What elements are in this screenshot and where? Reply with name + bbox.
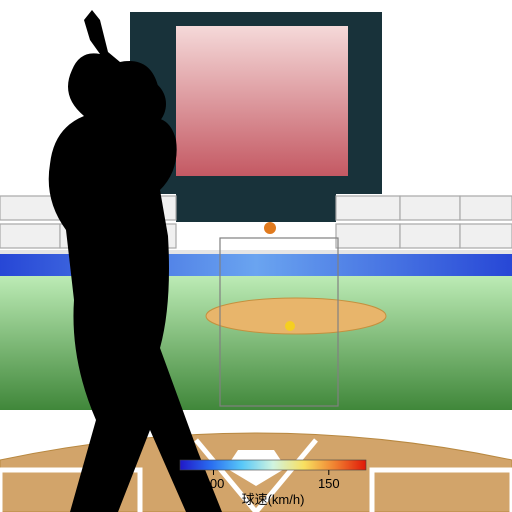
- pitch-location-chart: 100 150 球速(km/h): [0, 0, 512, 512]
- pitch-marker: [285, 321, 295, 331]
- pitch-marker: [264, 222, 276, 234]
- scoreboard-screen: [176, 26, 348, 176]
- legend-axis-label: 球速(km/h): [242, 492, 305, 507]
- legend-tick: 100: [203, 476, 225, 491]
- pitchers-mound: [206, 298, 386, 334]
- legend-tick: 150: [318, 476, 340, 491]
- speed-colorbar: [180, 460, 366, 470]
